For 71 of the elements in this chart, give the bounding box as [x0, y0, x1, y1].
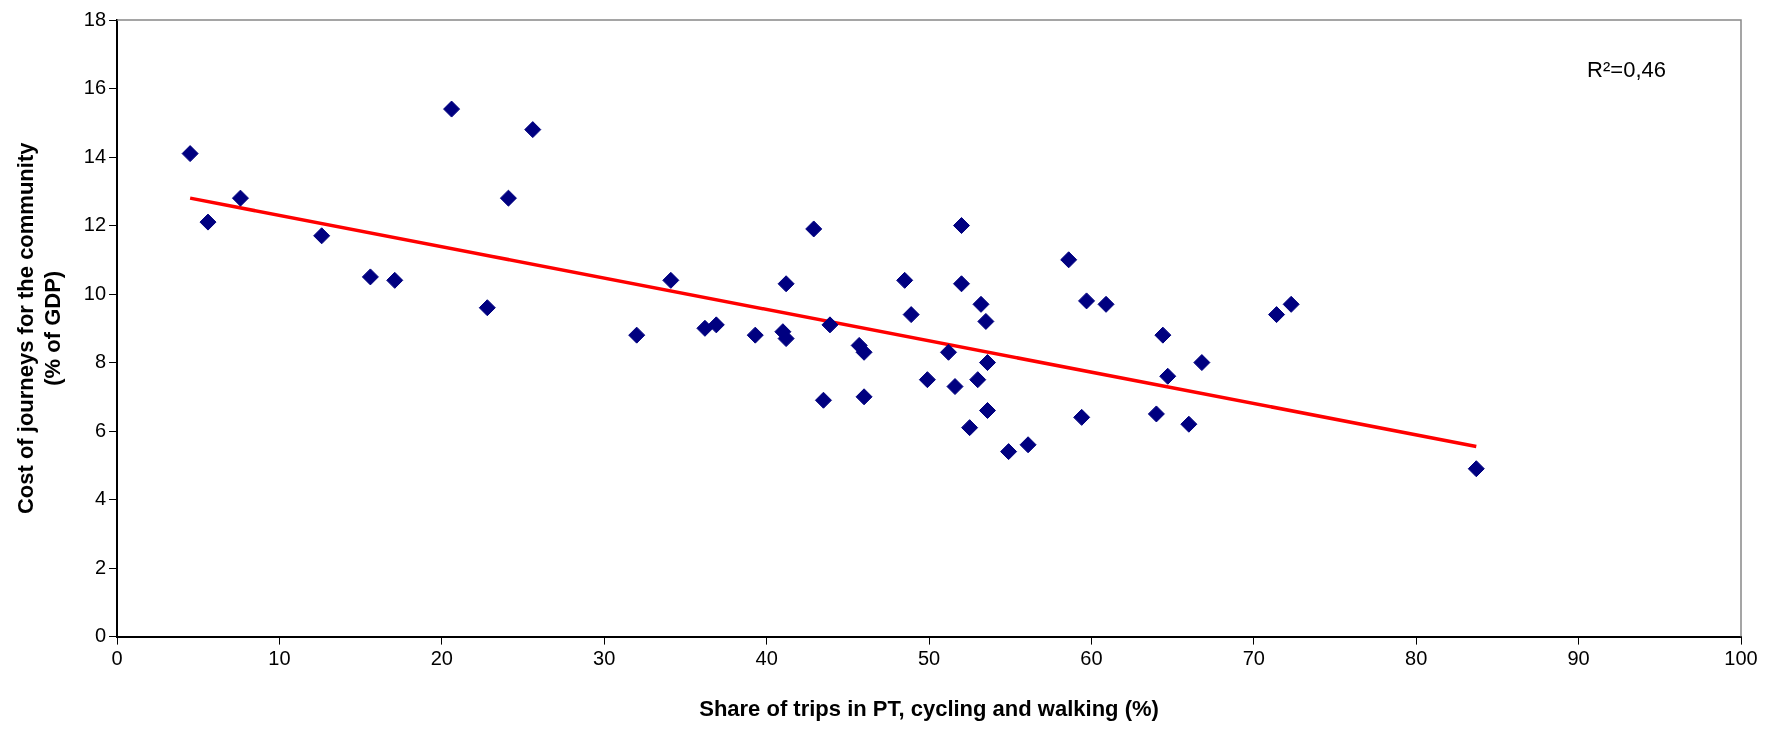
point — [1073, 408, 1091, 426]
y-tick-label: 12 — [83, 213, 107, 236]
point — [478, 299, 496, 317]
point — [1282, 295, 1300, 313]
x-tick-label: 100 — [1724, 647, 1758, 670]
y-tick-label: 14 — [83, 144, 107, 167]
point — [1154, 326, 1172, 344]
point — [662, 271, 680, 289]
point — [777, 275, 795, 293]
point — [696, 319, 714, 337]
x-tick-label: 60 — [1080, 647, 1103, 670]
point — [524, 121, 542, 139]
point — [707, 316, 725, 334]
point — [1060, 251, 1078, 269]
point — [969, 371, 987, 389]
point — [978, 354, 996, 372]
y-tick-label: 4 — [94, 487, 107, 510]
point — [1019, 436, 1037, 454]
y-tick-label: 2 — [94, 555, 107, 578]
point — [181, 145, 199, 163]
point — [199, 213, 217, 231]
point — [946, 378, 964, 396]
point — [1147, 405, 1165, 423]
point — [361, 268, 379, 286]
point — [1268, 306, 1286, 324]
point — [953, 275, 970, 293]
y-tick-label: 6 — [94, 418, 107, 441]
y-tick-label: 18 — [83, 7, 107, 30]
point — [918, 371, 936, 389]
x-tick-label: 20 — [430, 647, 453, 670]
point — [231, 189, 249, 207]
y-tick-label: 16 — [83, 76, 107, 99]
point — [1078, 292, 1096, 310]
point — [961, 419, 979, 437]
point — [1000, 443, 1018, 461]
point — [746, 326, 764, 344]
point — [821, 316, 839, 334]
point — [977, 312, 995, 330]
point — [1193, 354, 1211, 372]
x-tick-label: 70 — [1242, 647, 1265, 670]
point — [499, 189, 517, 207]
point — [386, 271, 404, 289]
point — [855, 388, 873, 406]
x-tick-label: 50 — [917, 647, 941, 670]
point — [972, 295, 990, 313]
y-axis-title: Cost of journeys for the community (% of GDP) — [13, 141, 65, 515]
x-tick-label: 90 — [1567, 647, 1590, 670]
point — [805, 220, 823, 238]
point — [313, 227, 331, 245]
x-tick-label: 0 — [111, 647, 123, 670]
x-tick-label: 40 — [755, 647, 778, 670]
annotation: R²=0,46 — [1587, 57, 1666, 83]
point — [940, 343, 958, 361]
y-tick-label: 0 — [94, 624, 107, 647]
point — [628, 326, 646, 344]
x-tick-label: 10 — [268, 647, 291, 670]
point — [1180, 415, 1198, 433]
point — [902, 306, 920, 324]
x-tick-label: 80 — [1405, 647, 1428, 670]
x-tick-label: 30 — [593, 647, 616, 670]
x-axis-title: Share of trips in PT, cycling and walking (%) — [699, 695, 1159, 721]
point — [953, 217, 970, 235]
point — [1097, 295, 1115, 313]
y-tick-label: 8 — [94, 350, 107, 373]
point — [814, 391, 832, 409]
y-tick-label: 10 — [83, 281, 107, 304]
point — [896, 271, 914, 289]
point — [1467, 460, 1485, 478]
point — [1159, 367, 1177, 385]
point — [978, 402, 996, 420]
point — [443, 100, 461, 118]
